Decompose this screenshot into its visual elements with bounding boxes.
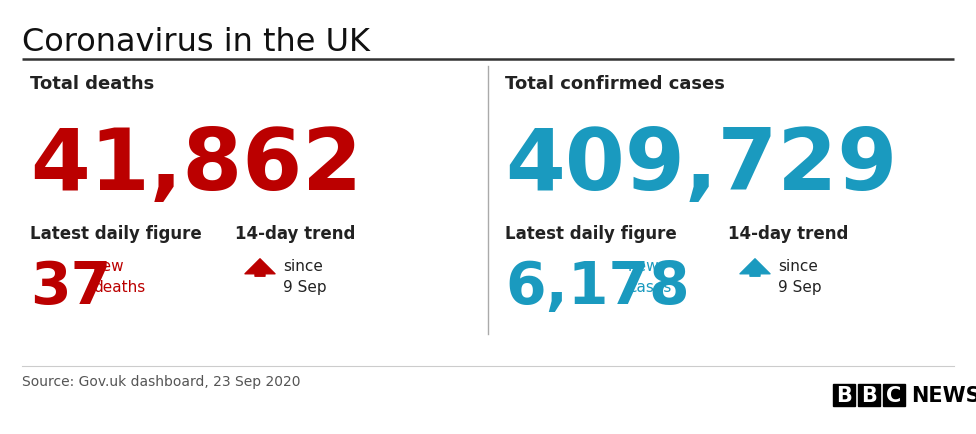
Text: Coronavirus in the UK: Coronavirus in the UK bbox=[22, 27, 370, 58]
Text: new
deaths: new deaths bbox=[93, 258, 145, 294]
Text: 14-day trend: 14-day trend bbox=[728, 224, 848, 243]
Text: Latest daily figure: Latest daily figure bbox=[30, 224, 202, 243]
Text: C: C bbox=[886, 385, 902, 405]
FancyBboxPatch shape bbox=[858, 384, 880, 406]
Text: B: B bbox=[836, 385, 852, 405]
Text: Source: Gov.uk dashboard, 23 Sep 2020: Source: Gov.uk dashboard, 23 Sep 2020 bbox=[22, 374, 301, 388]
Text: 41,862: 41,862 bbox=[30, 125, 362, 207]
Text: 6,178: 6,178 bbox=[505, 258, 690, 315]
Text: Total deaths: Total deaths bbox=[30, 75, 154, 93]
Text: 37: 37 bbox=[30, 258, 111, 315]
Text: Latest daily figure: Latest daily figure bbox=[505, 224, 676, 243]
Text: since
9 Sep: since 9 Sep bbox=[283, 258, 327, 294]
FancyBboxPatch shape bbox=[833, 384, 855, 406]
Text: Total confirmed cases: Total confirmed cases bbox=[505, 75, 725, 93]
Text: since
9 Sep: since 9 Sep bbox=[778, 258, 822, 294]
Text: 409,729: 409,729 bbox=[505, 125, 897, 207]
Text: new
cases: new cases bbox=[628, 258, 671, 294]
Text: NEWS: NEWS bbox=[911, 385, 976, 405]
FancyBboxPatch shape bbox=[883, 384, 905, 406]
Text: 14-day trend: 14-day trend bbox=[235, 224, 355, 243]
Text: B: B bbox=[861, 385, 877, 405]
